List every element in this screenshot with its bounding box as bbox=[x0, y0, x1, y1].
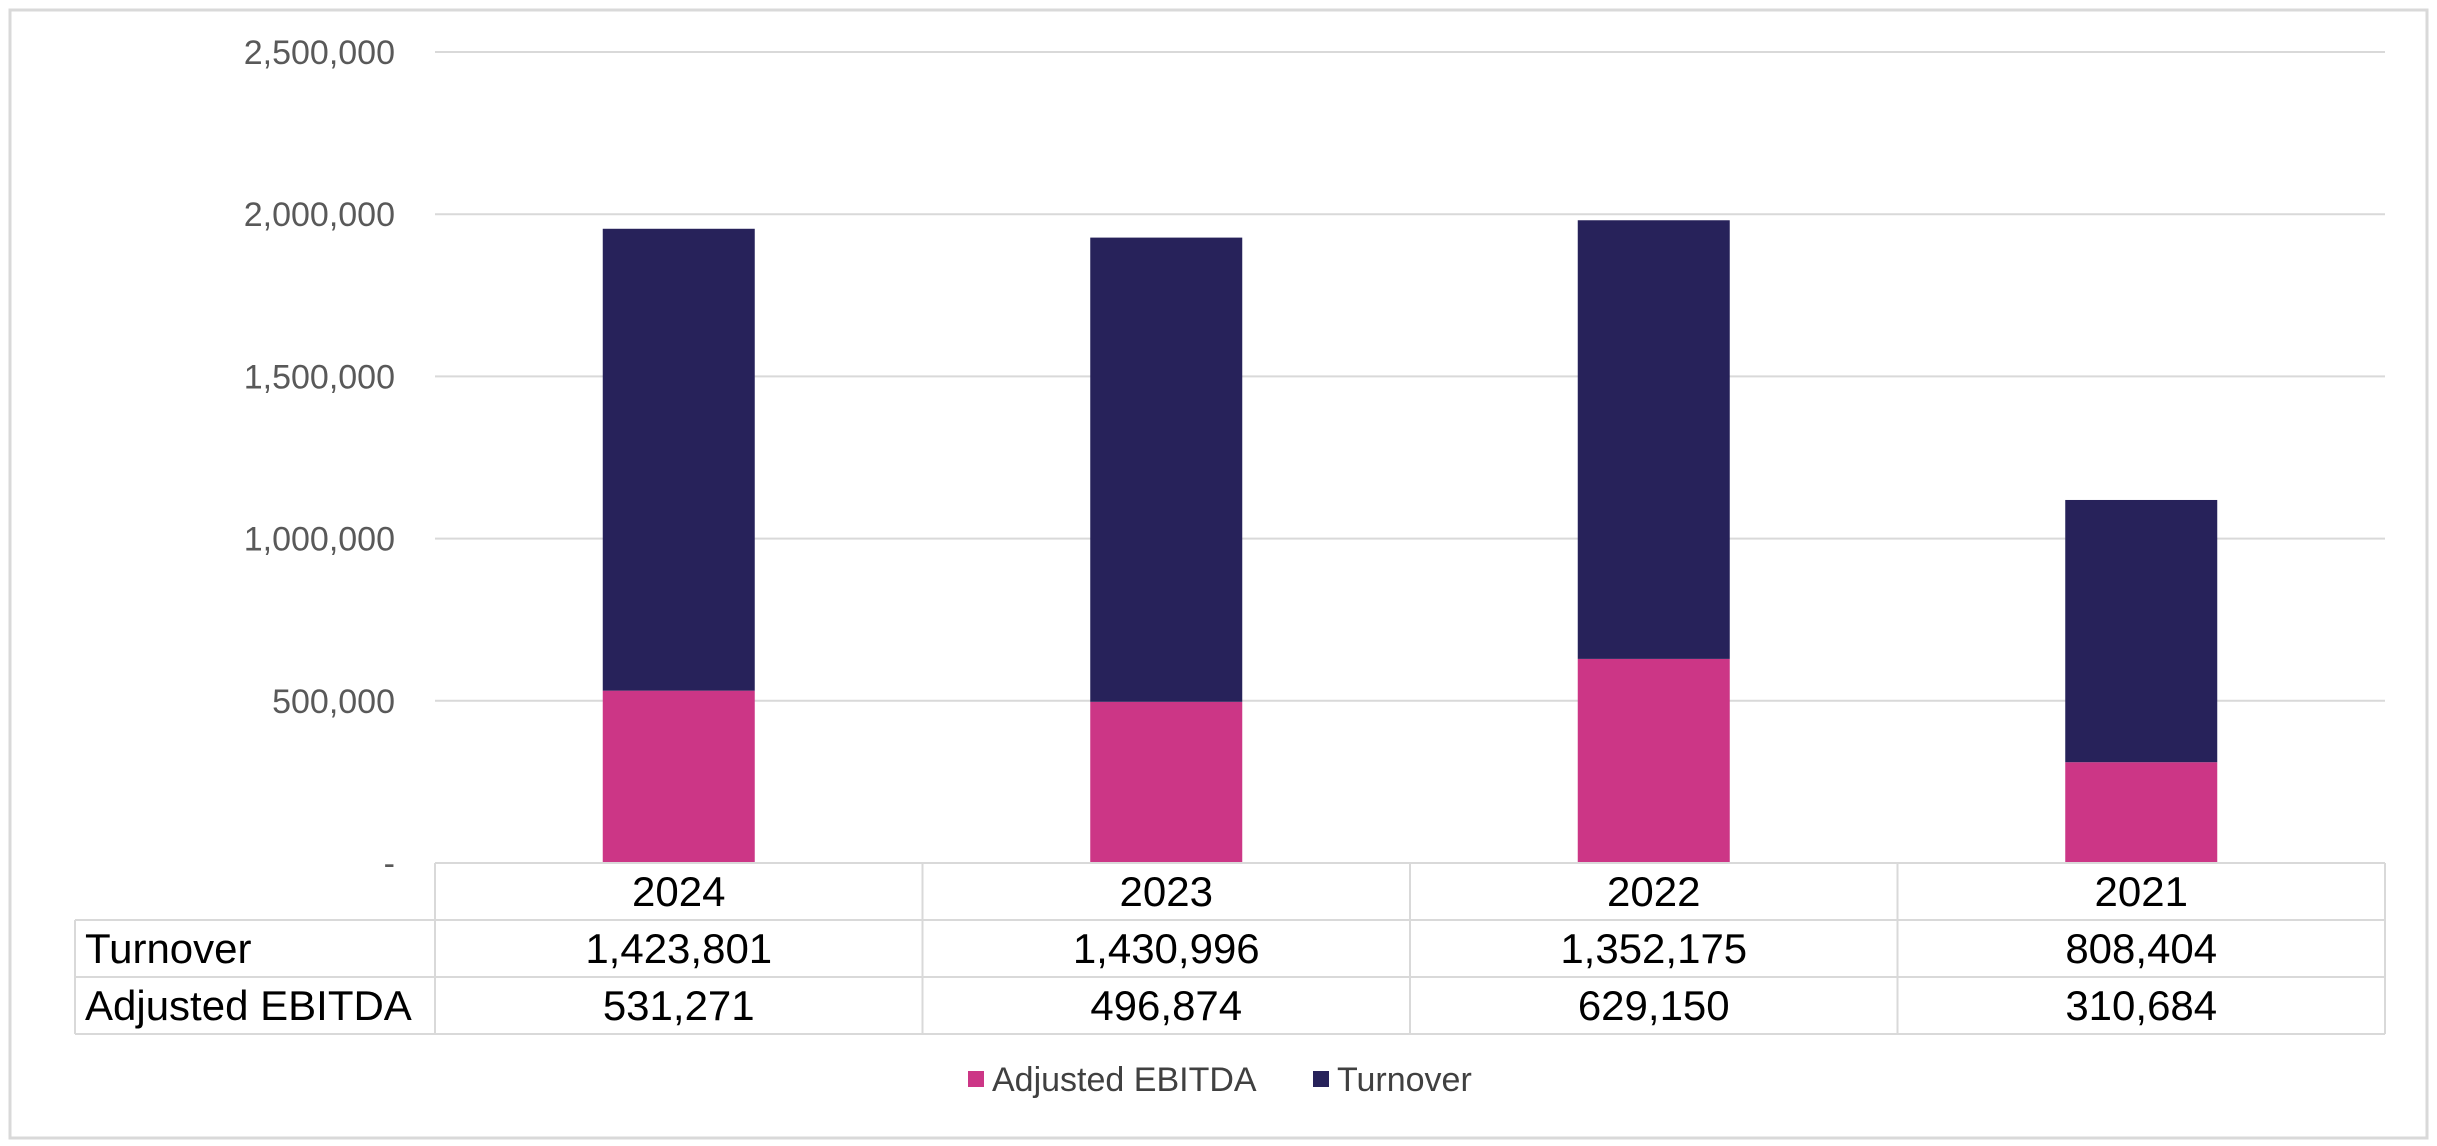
x-tick-label: 2022 bbox=[1607, 868, 1700, 915]
table-row-label: Adjusted EBITDA bbox=[85, 982, 412, 1029]
data-label-turnover: 1,352,175 bbox=[1560, 925, 1747, 972]
y-tick-label: 500,000 bbox=[272, 683, 395, 721]
y-tick-label: - bbox=[384, 845, 395, 883]
legend-swatch-turnover bbox=[1313, 1071, 1329, 1087]
bar-turnover-2021 bbox=[2065, 499, 2218, 763]
bars bbox=[602, 220, 2218, 863]
data-label-adjusted-ebitda: 629,150 bbox=[1578, 982, 1730, 1029]
x-tick-label: 2023 bbox=[1120, 868, 1213, 915]
bar-adjusted-ebitda-2024 bbox=[602, 690, 755, 863]
data-label-adjusted-ebitda: 531,271 bbox=[603, 982, 755, 1029]
bar-turnover-2022 bbox=[1577, 220, 1730, 659]
legend-label-adjusted-ebitda: Adjusted EBITDA bbox=[992, 1061, 1257, 1099]
legend-swatch-adjusted-ebitda bbox=[968, 1071, 984, 1087]
x-tick-label: 2021 bbox=[2095, 868, 2188, 915]
legend-label-turnover: Turnover bbox=[1337, 1061, 1472, 1099]
x-tick-label: 2024 bbox=[632, 868, 725, 915]
data-label-adjusted-ebitda: 310,684 bbox=[2065, 982, 2217, 1029]
data-label-turnover: 808,404 bbox=[2065, 925, 2217, 972]
data-label-adjusted-ebitda: 496,874 bbox=[1090, 982, 1242, 1029]
bar-turnover-2023 bbox=[1090, 237, 1243, 702]
data-table: 2024 2023 2022 2021 Turnover 1,423,801 1,430,9… bbox=[74, 862, 2386, 1035]
bar-adjusted-ebitda-2021 bbox=[2065, 762, 2218, 863]
bar-adjusted-ebitda-2023 bbox=[1090, 701, 1243, 863]
data-label-turnover: 1,423,801 bbox=[585, 925, 772, 972]
bar-turnover-2024 bbox=[602, 228, 755, 691]
data-label-turnover: 1,430,996 bbox=[1073, 925, 1260, 972]
y-axis-tick-labels: - 500,000 1,000,000 1,500,000 2,000,000 2,500… bbox=[244, 34, 395, 883]
gridlines bbox=[435, 51, 2385, 702]
chart-frame bbox=[8, 8, 2429, 1140]
table-row-label: Turnover bbox=[85, 925, 252, 972]
y-tick-label: 1,500,000 bbox=[244, 358, 395, 396]
legend: Adjusted EBITDA Turnover bbox=[968, 1061, 1472, 1099]
bar-adjusted-ebitda-2022 bbox=[1577, 658, 1730, 863]
y-tick-label: 2,000,000 bbox=[244, 196, 395, 234]
y-tick-label: 2,500,000 bbox=[244, 34, 395, 72]
y-tick-label: 1,000,000 bbox=[244, 521, 395, 559]
